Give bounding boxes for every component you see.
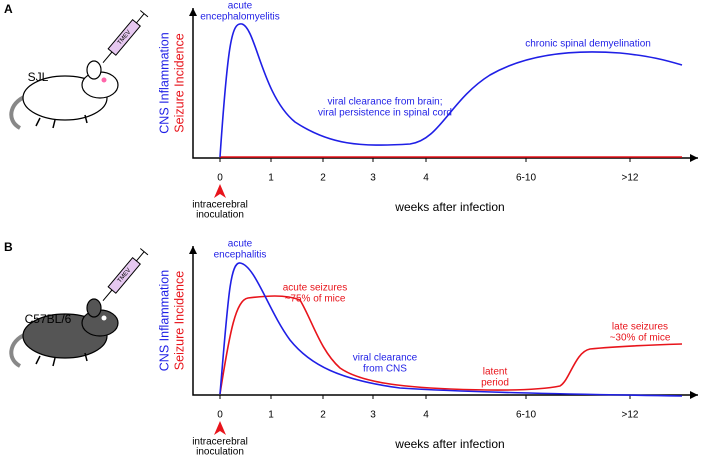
x-tick-label: 3 xyxy=(370,410,376,421)
syringe-parts xyxy=(102,248,149,302)
axes xyxy=(192,246,698,396)
annotation: ~30% of mice xyxy=(610,333,671,344)
x-tick-label: 4 xyxy=(423,410,429,421)
x-tick-label: >12 xyxy=(622,410,639,421)
x-tick-label: 6-10 xyxy=(516,410,536,421)
inoculation-arrow xyxy=(214,184,226,198)
x-tick-label: 1 xyxy=(268,173,274,184)
x-tick-label: >12 xyxy=(622,173,639,184)
y-label-seizure: Seizure Incidence xyxy=(172,271,186,370)
x-tick-label: 4 xyxy=(423,173,429,184)
x-tick-label: 1 xyxy=(268,410,274,421)
annotation: late seizures xyxy=(612,322,668,333)
x-tick-label: 6-10 xyxy=(516,173,536,184)
mouse-feet xyxy=(35,352,88,367)
mouse-ear xyxy=(86,298,102,318)
annotation: acute xyxy=(228,239,253,250)
syringe: TMEV xyxy=(102,10,149,64)
x-tick-label: 0 xyxy=(217,410,223,421)
mouse-eye xyxy=(101,315,107,321)
annotation: viral clearance from brain; xyxy=(327,97,442,108)
annotation: acute xyxy=(228,1,253,12)
syringe: TMEV xyxy=(102,248,149,302)
axes xyxy=(192,8,698,159)
annotation: encephalitis xyxy=(214,250,267,261)
annotation: acute seizures xyxy=(283,283,347,294)
strain-label: C57BL/6 xyxy=(25,312,72,326)
inflammation-curve xyxy=(219,262,683,397)
mouse-feet xyxy=(35,114,88,129)
syringe-parts xyxy=(102,10,149,64)
inoculation-label: inoculation xyxy=(196,447,244,458)
axis-arrows xyxy=(189,8,698,162)
x-tick-label: 3 xyxy=(370,173,376,184)
x-tick-label: 2 xyxy=(320,173,326,184)
annotation: latent xyxy=(483,367,508,378)
y-label-seizure: Seizure Incidence xyxy=(172,33,186,132)
annotation: from CNS xyxy=(363,364,407,375)
panel: B C57BL/6 TMEV CNS Inflammation Seizure Inci… xyxy=(4,239,698,458)
x-axis-label: weeks after infection xyxy=(394,200,504,214)
mouse-ear xyxy=(86,60,102,80)
inflammation-curve xyxy=(219,23,683,158)
seizure-curve xyxy=(219,295,683,395)
mouse-illustration: SJL TMEV xyxy=(9,10,149,130)
x-axis-label: weeks after infection xyxy=(394,437,504,451)
x-tick-label: 2 xyxy=(320,410,326,421)
y-label-inflammation: CNS Inflammation xyxy=(157,270,171,371)
panel: A SJL TMEV CNS Inflammation Seizure Incidenc… xyxy=(4,1,698,221)
y-label-inflammation: CNS Inflammation xyxy=(157,32,171,133)
annotation: viral persistence in spinal cord xyxy=(318,108,452,119)
mouse-illustration: C57BL/6 TMEV xyxy=(9,248,149,368)
panel-label: A xyxy=(4,2,13,16)
inoculation-arrow xyxy=(214,421,226,435)
strain-label: SJL xyxy=(28,70,49,84)
annotation: chronic spinal demyelination xyxy=(525,39,651,50)
x-tick-label: 0 xyxy=(217,173,223,184)
annotation: encephalomyelitis xyxy=(200,12,280,23)
annotation: viral clearance xyxy=(353,353,418,364)
mouse-eye xyxy=(101,77,107,83)
annotation: ~75% of mice xyxy=(285,294,346,305)
inoculation-label: intracerebral xyxy=(192,200,248,211)
panel-label: B xyxy=(4,240,13,254)
annotation: period xyxy=(481,378,509,389)
inoculation-label: intracerebral xyxy=(192,437,248,448)
inoculation-label: inoculation xyxy=(196,210,244,221)
